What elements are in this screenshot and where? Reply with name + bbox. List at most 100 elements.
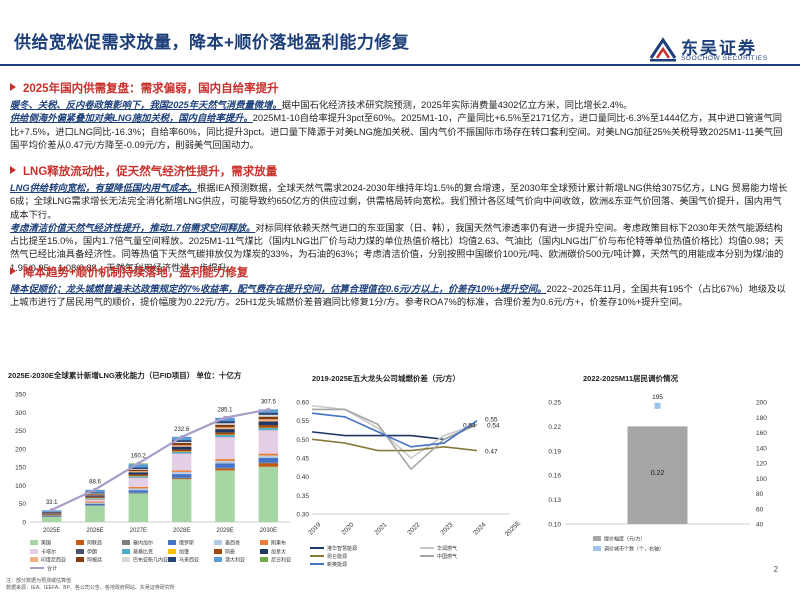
y2-tick-label: 80 [756, 491, 764, 498]
bar-segment [258, 463, 279, 467]
bar [627, 426, 688, 524]
y-tick-label: 150 [15, 465, 26, 472]
legend-label: 阿根廷 [87, 557, 103, 564]
bar-segment [128, 468, 149, 470]
legend-item: 澳大利亚 [214, 557, 245, 564]
bar-segment [215, 424, 235, 428]
data-label: 160.2 [131, 453, 147, 459]
section-heading: LNG释放流动性，促天然气经济性提升，需求放量 [10, 164, 790, 180]
bar-segment [85, 505, 105, 522]
x-tick-label: 2025E [43, 528, 60, 532]
legend-label: 刚果布 [271, 540, 287, 547]
bar-segment [85, 496, 105, 498]
bar-segment [85, 499, 105, 502]
legend-label: 加蓬 [179, 549, 190, 555]
bar-segment [171, 449, 192, 452]
legend-swatch [260, 557, 268, 562]
legend-item: 港华智慧能源 [310, 546, 357, 553]
legend-item: 马来西亚 [168, 557, 199, 564]
bar-segment [258, 458, 279, 463]
bar-segment [215, 434, 235, 437]
legend-swatch [30, 557, 38, 562]
x-tick-label: 2019 [307, 521, 322, 536]
y-tick-label: 350 [15, 392, 26, 399]
x-tick-label: 2024 [472, 521, 487, 536]
x-tick-label: 2020 [340, 521, 355, 536]
bar-segment [215, 432, 235, 435]
legend-item: 刚果布 [260, 540, 286, 547]
x-tick-label: 2028E [173, 528, 190, 532]
legend-swatch [260, 548, 268, 554]
legend-label: 澳大利亚 [225, 557, 246, 564]
y-tick-label: 0.16 [548, 473, 561, 480]
legend-swatch [30, 540, 38, 545]
data-label: 307.5 [261, 400, 277, 406]
legend-swatch [310, 547, 324, 549]
chart-legend: 港华智慧能源 华润燃气 昆仑能源 中国燃气 新奥能源 [300, 546, 550, 570]
legend-swatch [420, 547, 434, 549]
bar-segment [41, 513, 62, 514]
legend-item: 莫桑比克 [122, 548, 154, 556]
data-label: 0.54 [463, 422, 476, 429]
bar-segment [258, 412, 279, 415]
bar-segment [215, 459, 235, 461]
bar-segment [215, 423, 235, 425]
legend-swatch [168, 557, 176, 562]
legend-item: 阿根廷 [76, 557, 102, 564]
bar-segment [128, 464, 149, 468]
section-body: LNG供给转向宽松，有望降低国内用气成本。根据IEA预测数据，全球天然气需求20… [10, 182, 790, 275]
legend-label: 伊朗 [87, 549, 98, 555]
legend-item: 合计 [30, 566, 57, 573]
source-note: 注：部分数据为预测或估算值 数据来源：IEA、IEEFA、BP、各公司公告、各地… [6, 578, 175, 592]
chart-title-price-adjustment: 2022-2025M11居民调价情况 [583, 374, 679, 383]
legend-label: 印度尼西亚 [41, 557, 67, 564]
key-point: LNG供给转向宽松，有望降低国内用气成本。 [10, 183, 197, 193]
y2-tick-label: 200 [756, 400, 767, 407]
x-tick-label: 2026E [86, 528, 103, 532]
y-tick-label: 100 [15, 483, 26, 490]
bar-segment [85, 505, 105, 506]
y2-tick-label: 40 [756, 522, 764, 529]
brand-name-en: SOOCHOW SECURITIES [681, 55, 768, 62]
total-point [136, 461, 141, 466]
bar-segment [171, 471, 192, 475]
y-tick-label: 50 [19, 501, 27, 508]
legend-item: 塞内加尔 [122, 540, 153, 547]
bar-segment [85, 503, 105, 506]
legend-item: 调价城市个数（个，右轴） [593, 546, 664, 553]
y-tick-label: 250 [15, 428, 26, 435]
bar-segment [258, 421, 279, 426]
legend-swatch [593, 536, 601, 541]
paragraph: 降本促顺价；龙头城燃普遍未达政策规定的7%收益率，配气费存在提升空间，估算合理值… [10, 283, 790, 310]
bar-segment [85, 502, 105, 504]
key-point: 降本促顺价；龙头城燃普遍未达政策规定的7%收益率，配气费存在提升空间，估算合理值… [10, 284, 547, 294]
paragraph: 考虑清洁价值天然气经济性提升，推动1.7倍需求空间释放。对标同样依赖天然气进口的… [10, 222, 790, 275]
legend-label: 墨西哥 [225, 540, 241, 547]
chart-title-lng-capacity: 2025E-2030E全球累计新增LNG液化能力（已FID项目） 单位：十亿方 [8, 371, 242, 380]
legend-label: 加拿大 [271, 549, 287, 555]
brand-logo: 东吴证券 SOOCHOW SECURITIES [648, 36, 778, 64]
legend-label: 中国燃气 [437, 554, 458, 560]
legend-label: 华润燃气 [437, 546, 458, 552]
y-tick-label: 200 [15, 446, 26, 453]
bar-segment [41, 511, 62, 513]
bar-segment [258, 414, 279, 417]
bar-segment [85, 493, 105, 495]
legend-label: 阿联酋 [87, 540, 103, 547]
legend-item: 美国 [30, 540, 51, 547]
brand-name: 东吴证券 [681, 39, 757, 58]
y2-tick-label: 120 [756, 461, 767, 468]
section-heading: 2025年国内供需复盘：需求偏弱，国内自给率提升 [10, 81, 790, 97]
y-tick-label: 0.19 [548, 448, 561, 455]
x-tick-label: 2025E [504, 519, 523, 538]
bar-segment [215, 463, 235, 468]
y2-tick-label: 140 [756, 445, 767, 452]
legend-label: 莫桑比克 [133, 549, 154, 555]
bar-segment [128, 471, 149, 473]
bar-segment [171, 446, 192, 450]
y-tick-label: 0.30 [296, 512, 309, 519]
bar-segment [258, 466, 279, 522]
y-tick-label: 0.50 [296, 437, 309, 444]
bar-segment [258, 455, 279, 458]
legend-item: 中国燃气 [420, 554, 457, 561]
